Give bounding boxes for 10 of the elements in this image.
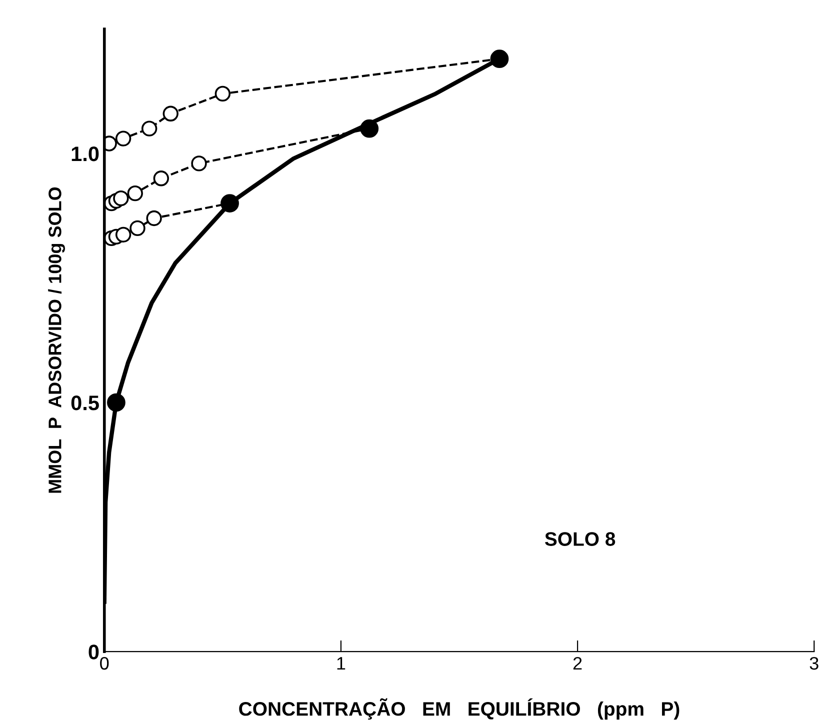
- y-tick-label: 0.5: [71, 396, 99, 410]
- x-tick-label: 3: [810, 656, 818, 670]
- annotation: SOLO 8: [544, 532, 616, 546]
- y-tick-label: 1.0: [72, 146, 99, 162]
- x-tick-label: 2: [573, 656, 582, 670]
- y-tick-label: 0: [88, 644, 99, 660]
- x-tick-label: 0: [100, 656, 109, 670]
- x-axis-title: CONCENTRAÇÃO EM EQUILÍBRIO (ppm P): [239, 698, 680, 720]
- x-tick-label: 1: [337, 657, 346, 670]
- y-axis-title: MMOL P ADSORVIDO / 100g SOLO: [48, 187, 65, 493]
